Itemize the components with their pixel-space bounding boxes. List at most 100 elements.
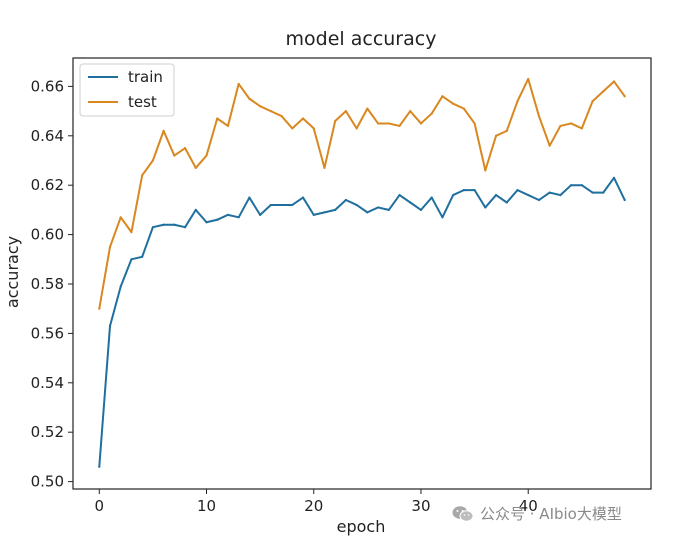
data-point-test bbox=[141, 174, 144, 177]
data-point-test bbox=[355, 127, 358, 130]
y-tick-label: 0.60 bbox=[31, 226, 64, 244]
data-point-test bbox=[494, 134, 498, 137]
data-point-test bbox=[312, 127, 315, 130]
data-point-test bbox=[108, 245, 112, 249]
y-tick-label: 0.58 bbox=[31, 275, 64, 293]
data-point-test bbox=[226, 124, 230, 128]
data-point-train bbox=[473, 189, 476, 192]
data-point-train bbox=[366, 211, 369, 214]
data-point-train bbox=[301, 196, 305, 199]
data-point-test bbox=[484, 169, 487, 172]
data-point-train bbox=[559, 193, 562, 197]
data-point-train bbox=[194, 208, 197, 211]
y-axis-ticks: 0.50 0.52 0.54 0.56 0.58 0.60 0.62 0.64 0.66 bbox=[31, 77, 73, 491]
data-point-test bbox=[398, 124, 401, 128]
data-point-test bbox=[602, 90, 605, 93]
data-point-test bbox=[183, 147, 187, 150]
y-axis-label: accuracy bbox=[3, 236, 22, 308]
data-point-train bbox=[580, 184, 583, 187]
data-point-train bbox=[430, 196, 433, 199]
series-line-train bbox=[98, 176, 626, 467]
data-point-test bbox=[280, 114, 283, 118]
data-point-test bbox=[237, 82, 240, 86]
data-point-train bbox=[376, 206, 380, 209]
data-point-test bbox=[527, 77, 530, 81]
data-point-train bbox=[98, 465, 101, 468]
data-point-test bbox=[194, 166, 197, 170]
chart-title: model accuracy bbox=[286, 28, 437, 50]
legend-train-label: train bbox=[128, 68, 163, 86]
data-point-test bbox=[366, 107, 369, 110]
data-point-train bbox=[419, 208, 423, 211]
data-point-train bbox=[119, 285, 122, 288]
y-tick-label: 0.64 bbox=[31, 127, 64, 145]
data-point-train bbox=[291, 203, 294, 207]
data-point-train bbox=[334, 208, 337, 211]
data-point-train bbox=[269, 203, 272, 207]
data-point-train bbox=[323, 211, 326, 214]
data-point-train bbox=[484, 206, 487, 209]
watermark-text: 公众号 · AIbio大模型 bbox=[480, 505, 622, 523]
data-point-train bbox=[216, 218, 219, 221]
data-point-train bbox=[623, 198, 626, 202]
data-point-test bbox=[334, 119, 337, 123]
data-point-train bbox=[355, 203, 358, 207]
data-point-test bbox=[591, 100, 594, 103]
data-point-train bbox=[612, 176, 616, 179]
data-point-train bbox=[452, 193, 455, 197]
data-point-train bbox=[312, 213, 315, 216]
data-point-train bbox=[441, 216, 444, 219]
y-tick-label: 0.52 bbox=[31, 423, 64, 441]
x-tick-label: 40 bbox=[519, 497, 538, 515]
data-point-train bbox=[570, 184, 573, 187]
data-point-train bbox=[527, 193, 530, 197]
data-point-test bbox=[376, 122, 380, 125]
data-point-train bbox=[226, 213, 230, 216]
data-point-test bbox=[301, 117, 305, 120]
data-point-test bbox=[462, 107, 465, 110]
data-point-test bbox=[291, 127, 294, 130]
data-point-test bbox=[409, 110, 412, 113]
data-point-test bbox=[173, 154, 176, 157]
data-point-train bbox=[494, 193, 498, 197]
data-point-test bbox=[570, 122, 573, 125]
data-point-test bbox=[130, 231, 133, 234]
data-point-train bbox=[173, 223, 176, 226]
data-point-train bbox=[162, 223, 165, 226]
legend: train test bbox=[79, 63, 175, 117]
data-point-test bbox=[151, 159, 154, 162]
data-point-test bbox=[419, 122, 423, 125]
data-point-test bbox=[98, 307, 101, 310]
data-point-test bbox=[473, 122, 476, 125]
x-tick-label: 30 bbox=[411, 497, 430, 515]
data-point-test bbox=[387, 122, 390, 125]
data-point-test bbox=[441, 95, 444, 98]
x-axis-label: epoch bbox=[337, 517, 386, 536]
x-tick-label: 20 bbox=[304, 497, 323, 515]
data-point-test bbox=[216, 117, 219, 120]
y-tick-label: 0.56 bbox=[31, 324, 64, 342]
data-point-train bbox=[248, 196, 251, 199]
data-point-test bbox=[248, 97, 251, 100]
y-tick-label: 0.54 bbox=[31, 374, 64, 392]
data-point-test bbox=[537, 114, 541, 118]
legend-test-label: test bbox=[128, 93, 157, 111]
data-point-train bbox=[141, 255, 144, 258]
data-point-test bbox=[452, 102, 455, 105]
data-point-test bbox=[505, 129, 508, 132]
data-point-train bbox=[237, 216, 240, 219]
data-point-test bbox=[430, 112, 433, 115]
data-point-train bbox=[130, 258, 133, 261]
y-tick-label: 0.62 bbox=[31, 176, 64, 194]
data-point-train bbox=[516, 189, 519, 192]
data-point-test bbox=[259, 105, 262, 108]
data-point-train bbox=[151, 226, 154, 229]
data-point-test bbox=[205, 154, 208, 157]
data-point-test bbox=[344, 110, 348, 113]
data-point-train bbox=[183, 226, 187, 229]
data-point-train bbox=[409, 201, 412, 204]
data-point-train bbox=[387, 208, 390, 211]
data-point-train bbox=[591, 191, 594, 194]
x-axis-ticks: 0 10 20 30 40 bbox=[94, 489, 538, 515]
